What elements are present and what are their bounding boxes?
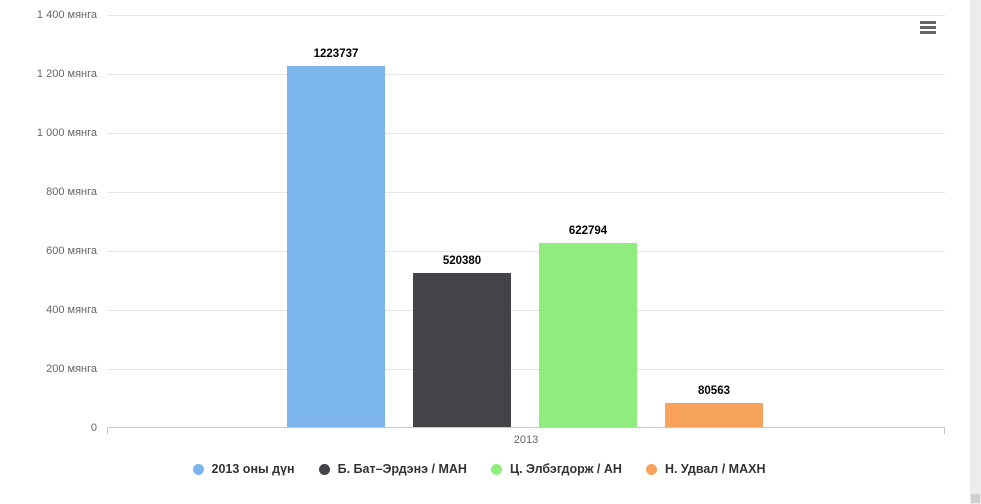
legend-item-label: Ц. Элбэгдорж / АН <box>509 462 622 476</box>
bar[interactable] <box>539 243 637 427</box>
y-axis-label: 600 мянга <box>46 245 97 257</box>
y-axis-label: 800 мянга <box>46 186 97 198</box>
gridline <box>107 192 945 193</box>
gridline <box>107 310 945 311</box>
bar-value-label: 1223737 <box>313 48 359 60</box>
bar[interactable] <box>665 403 763 427</box>
hamburger-menu-icon <box>920 31 936 34</box>
x-axis-tick <box>107 428 108 434</box>
plot-area: 1223737 520380 622794 80563 <box>107 15 945 434</box>
legend-marker-icon <box>318 463 330 475</box>
x-axis-label: 2013 <box>513 434 539 446</box>
legend-marker-icon <box>490 463 502 475</box>
export-menu-button[interactable] <box>920 19 938 36</box>
legend-item-label: Б. Бат–Эрдэнэ / МАН <box>337 462 467 476</box>
scrollbar-thumb[interactable] <box>971 494 980 503</box>
legend: 2013 оны дүн Б. Бат–Эрдэнэ / МАН Ц. Элбэгд… <box>0 456 958 482</box>
legend-item-label: Н. Удвал / МАХН <box>664 462 766 476</box>
legend-item-label: 2013 оны дүн <box>211 462 295 476</box>
gridline <box>107 369 945 370</box>
legend-item[interactable]: Б. Бат–Эрдэнэ / МАН <box>318 462 467 476</box>
bar-value-label: 622794 <box>568 225 608 237</box>
y-axis-label: 1 200 мянга <box>36 68 97 80</box>
legend-item[interactable]: 2013 оны дүн <box>192 462 295 476</box>
y-axis-label: 400 мянга <box>46 304 97 316</box>
bar-value-label: 80563 <box>698 385 730 397</box>
legend-item[interactable]: Ц. Элбэгдорж / АН <box>490 462 622 476</box>
gridline <box>107 251 945 252</box>
bar[interactable] <box>287 66 385 427</box>
legend-marker-icon <box>192 463 204 475</box>
y-axis-label: 200 мянга <box>46 363 97 375</box>
gridline <box>107 15 945 16</box>
chart-container: 1 400 мянга 1 200 мянга 1 000 мянга 800 мян… <box>0 0 958 504</box>
x-axis-tick <box>944 428 945 434</box>
legend-item[interactable]: Н. Удвал / МАХН <box>645 462 766 476</box>
legend-marker-icon <box>645 463 657 475</box>
gridline <box>107 74 945 75</box>
hamburger-menu-icon <box>920 21 936 24</box>
gridline <box>107 133 945 134</box>
bar-value-label: 520380 <box>442 255 482 267</box>
bar[interactable] <box>413 273 511 427</box>
scrollbar-track[interactable] <box>970 0 981 504</box>
y-axis-label: 1 000 мянга <box>36 127 97 139</box>
hamburger-menu-icon <box>920 26 936 29</box>
y-axis-label: 0 <box>90 422 97 434</box>
y-axis-label: 1 400 мянга <box>36 9 97 21</box>
y-axis: 1 400 мянга 1 200 мянга 1 000 мянга 800 мян… <box>0 0 97 504</box>
